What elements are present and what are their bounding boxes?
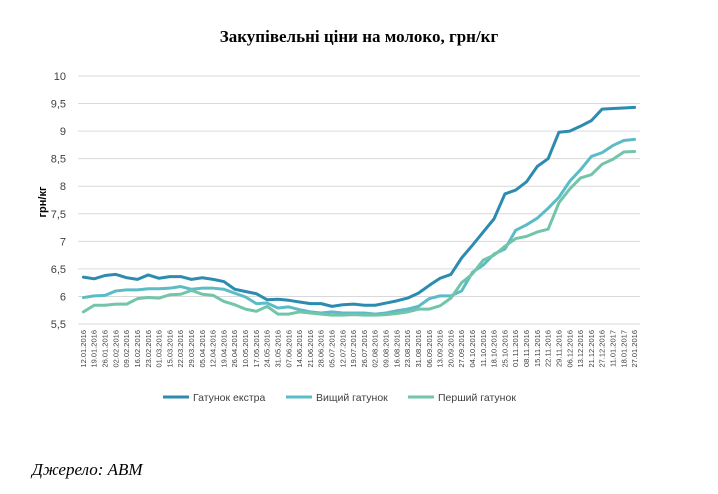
x-tick-label: 27.12.2016 [598,330,607,368]
x-tick-label: 23.02.2016 [144,330,153,368]
legend-label: Вищий гатунок [316,392,388,404]
x-tick-label: 06.09.2016 [425,330,434,368]
y-tick-label: 7 [60,236,66,248]
chart-title: Закупівельні ціни на молоко, грн/кг [219,27,499,46]
x-tick-label: 12.04.2016 [209,330,218,368]
x-tick-label: 05.07.2016 [327,330,336,368]
x-tick-label: 09.02.2016 [122,330,131,368]
x-tick-label: 11.01.2017 [608,330,617,367]
y-tick-label: 10 [54,71,66,83]
x-tick-label: 29.11.2016 [554,330,563,367]
legend: Гатунок екстра Вищий гатунок Перший гатуно… [163,392,516,404]
x-tick-label: 10.05.2016 [241,330,250,368]
x-tick-label: 24.05.2016 [263,330,272,368]
y-tick-label: 6 [60,291,66,303]
y-tick-label: 6,5 [51,264,66,276]
x-tick-label: 26.04.2016 [230,330,239,368]
y-tick-labels: 5,5 6 6,5 7 7,5 8 8,5 9 9,5 10 [51,71,66,331]
x-tick-label: 18.01.2017 [619,330,628,368]
y-tick-label: 9,5 [51,99,66,111]
x-tick-label: 19.04.2016 [219,330,228,368]
x-tick-label: 27.01.2016 [630,330,639,368]
x-tick-label: 11.10.2016 [479,330,488,367]
x-tick-label: 22.03.2016 [176,330,185,368]
x-tick-label: 28.06.2016 [317,330,326,368]
y-axis-label: грн/кг [37,186,49,218]
y-tick-label: 5,5 [51,319,66,331]
source-note: Джерело: АВМ [32,460,143,479]
series-lines [81,105,637,317]
x-tick-label: 06.12.2016 [565,330,574,368]
x-tick-label: 31.05.2016 [273,330,282,368]
x-tick-label: 16.08.2016 [392,330,401,368]
series-line-1 [81,105,637,308]
x-tick-label: 09.08.2016 [382,330,391,368]
x-tick-label: 19.07.2016 [349,330,358,368]
x-tick-label: 02.02.2016 [111,330,120,368]
x-tick-label: 12.01.2016 [79,330,88,368]
x-tick-label: 27.09.2016 [457,330,466,368]
x-tick-label: 15.11.2016 [533,330,542,367]
x-tick-label: 02.08.2016 [371,330,380,368]
x-tick-label: 14.06.2016 [295,330,304,368]
x-tick-label: 01.11.2016 [511,330,520,367]
x-tick-label: 07.06.2016 [284,330,293,368]
y-tick-label: 7,5 [51,209,66,221]
legend-label: Гатунок екстра [193,392,265,404]
x-tick-label: 26.01.2016 [101,330,110,368]
y-tick-label: 8 [60,181,66,193]
x-tick-label: 23.08.2016 [403,330,412,368]
x-tick-label: 26.07.2016 [360,330,369,368]
y-tick-label: 9 [60,126,66,138]
x-tick-label: 18.10.2016 [490,330,499,368]
x-tick-label: 17.05.2016 [252,330,261,368]
x-tick-label: 31.08.2016 [414,330,423,368]
series-line-2 [81,137,637,316]
x-tick-label: 13.12.2016 [576,330,585,368]
x-tick-label: 25.10.2016 [500,330,509,368]
x-tick-labels: 12.01.2016 19.01.2016 26.01.2016 02.02.2016… [79,330,639,368]
x-tick-label: 05.04.2016 [198,330,207,368]
x-tick-label: 20.09.2016 [446,330,455,368]
x-tick-label: 01.03.2016 [155,330,164,368]
x-tick-label: 22.11.2016 [544,330,553,367]
x-tick-label: 21.12.2016 [587,330,596,368]
x-tick-label: 04.10.2016 [468,330,477,368]
x-tick-label: 19.01.2016 [90,330,99,368]
legend-label: Перший гатунок [438,392,516,404]
x-tick-label: 15.03.2016 [165,330,174,368]
x-tick-label: 29.03.2016 [187,330,196,368]
x-tick-label: 12.07.2016 [338,330,347,368]
x-tick-label: 08.11.2016 [522,330,531,367]
y-tick-label: 8,5 [51,154,66,166]
series-line-3 [81,150,637,317]
x-tick-label: 21.06.2016 [306,330,315,368]
x-tick-label: 13.09.2016 [436,330,445,368]
x-tick-label: 16.02.2016 [133,330,142,368]
